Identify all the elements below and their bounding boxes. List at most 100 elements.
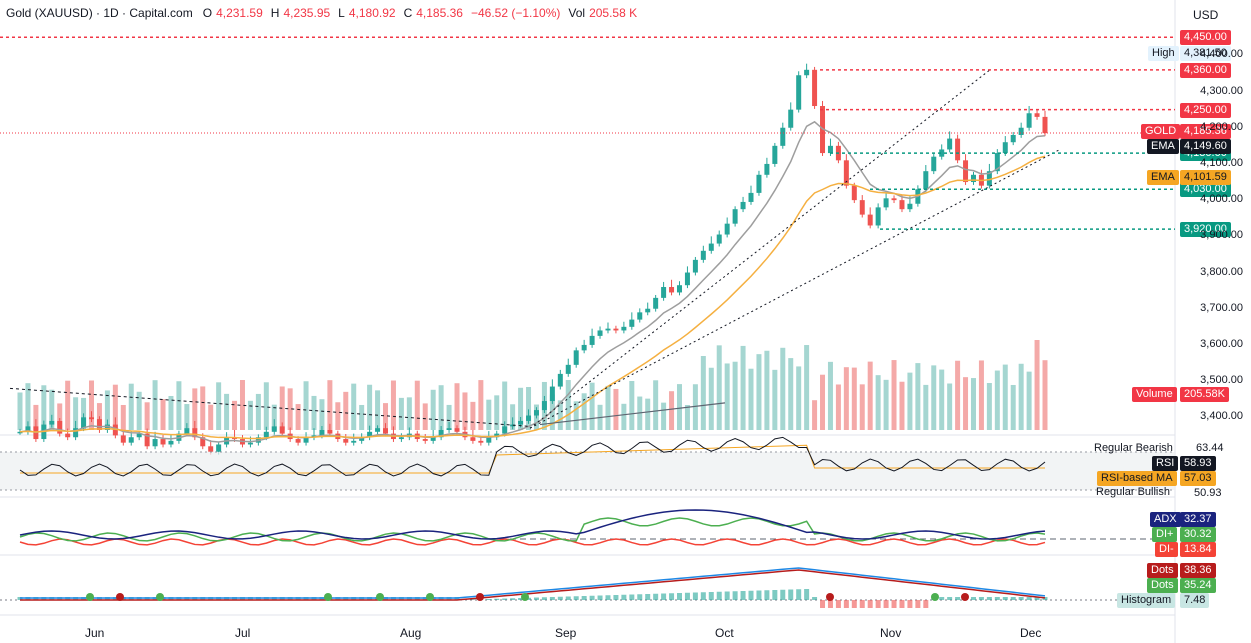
candle-body [788, 109, 794, 128]
volume-bar [255, 393, 261, 430]
price-tick-label: 4,200.00 [1200, 120, 1243, 133]
volume-bar [732, 361, 738, 430]
volume-bar [891, 360, 897, 430]
candle-body [645, 308, 651, 313]
candle-body [136, 433, 142, 438]
currency-label[interactable]: USD [1193, 8, 1219, 22]
volume-bar [629, 380, 635, 430]
volume-bar [772, 369, 778, 430]
symbol-title[interactable]: Gold (XAUUSD) · 1D · Capital.com [6, 6, 193, 20]
candle-body [581, 344, 587, 351]
volume-bar [438, 385, 444, 430]
volume-bar [486, 399, 492, 430]
macd-histogram-bar [740, 591, 746, 600]
price-tag-value: 205.58K [1180, 387, 1229, 402]
volume-bar [526, 387, 532, 430]
candle-body [25, 426, 31, 432]
price-tag-name: Volume [1132, 387, 1177, 402]
volume-bar [343, 391, 349, 430]
candle-body [57, 420, 63, 434]
volume-bar [780, 347, 786, 430]
volume-bar [843, 367, 849, 430]
trendline-down [9, 387, 531, 427]
volume-bar [303, 381, 309, 430]
macd-histogram-bar [684, 592, 690, 600]
volume-bar [383, 403, 389, 430]
candle-body [637, 312, 643, 320]
macd-histogram-bar [621, 594, 627, 600]
macd-histogram-bar [732, 591, 738, 600]
macd-histogram-bar [557, 596, 563, 600]
macd-histogram-bar [970, 597, 976, 600]
volume-bar [136, 391, 142, 430]
candle-body [907, 203, 913, 210]
candle-body [295, 439, 301, 443]
volume-bar [645, 398, 651, 430]
candle-body [613, 328, 619, 331]
candle-body [947, 138, 953, 150]
candle-body [780, 127, 786, 146]
volume-bar [835, 384, 841, 430]
macd-cross-dot [521, 593, 529, 601]
candle-body [804, 69, 810, 76]
macd-histogram-bar [502, 598, 508, 600]
candle-body [986, 171, 992, 186]
candle-body [756, 174, 762, 193]
volume-bar [565, 380, 571, 430]
macd-histogram-bar [637, 594, 643, 600]
volume-bar [17, 392, 23, 430]
high-label: H [270, 6, 280, 20]
volume-bar [573, 401, 579, 430]
candle-body [867, 214, 873, 226]
volume-bar [955, 360, 961, 430]
volume-bar [200, 386, 206, 430]
macd-histogram-bar [994, 597, 1000, 600]
macd-histogram-label: Histogram [1117, 593, 1176, 608]
volume-bar [192, 388, 198, 430]
volume-bar [827, 361, 833, 430]
rsi-bearish-label: Regular Bearish [1094, 442, 1173, 454]
candle-body [192, 428, 198, 438]
volume-bar [875, 375, 881, 430]
open-label: O [202, 6, 213, 20]
price-tick-label: 3,900.00 [1200, 229, 1243, 242]
low-label: L [338, 6, 345, 20]
candle-body [1010, 134, 1016, 143]
volume-bar [915, 363, 921, 430]
candle-body [1042, 116, 1048, 134]
candle-body [112, 424, 118, 436]
macd-histogram-bar [1002, 597, 1008, 600]
macd-histogram-bar [788, 589, 794, 600]
price-tick-label: 3,600.00 [1200, 337, 1243, 350]
volume-bar [263, 382, 269, 430]
candle-body [438, 430, 444, 438]
time-axis-label: Jun [85, 626, 105, 640]
candle-body [708, 243, 714, 251]
candle-body [716, 234, 722, 244]
volume-bar [295, 404, 301, 430]
volume-bar [454, 383, 460, 430]
volume-bar [478, 380, 484, 430]
candle-body [970, 174, 976, 183]
candle-body [89, 417, 95, 420]
candle-body [65, 433, 71, 438]
candle-body [812, 69, 818, 107]
price-tag-name: High [1148, 46, 1179, 61]
macd-histogram-bar [939, 597, 945, 600]
macd-dots-red-label: Dots [1147, 563, 1178, 578]
change-value: −46.52 (−1.10%) [470, 6, 561, 20]
candle-body [1018, 127, 1024, 135]
candle-body [311, 435, 317, 438]
volume-bar [33, 404, 39, 430]
macd-histogram-bar [986, 597, 992, 600]
volume-bar [89, 380, 95, 430]
di-plus-line [19, 517, 1046, 542]
candle-body [303, 437, 309, 443]
macd-histogram-bar [700, 592, 706, 600]
volume-bar [49, 389, 55, 430]
candle-body [120, 435, 126, 443]
macd-histogram-bar [518, 598, 524, 600]
volume-bar [923, 384, 929, 430]
time-axis-label: Nov [880, 626, 902, 640]
